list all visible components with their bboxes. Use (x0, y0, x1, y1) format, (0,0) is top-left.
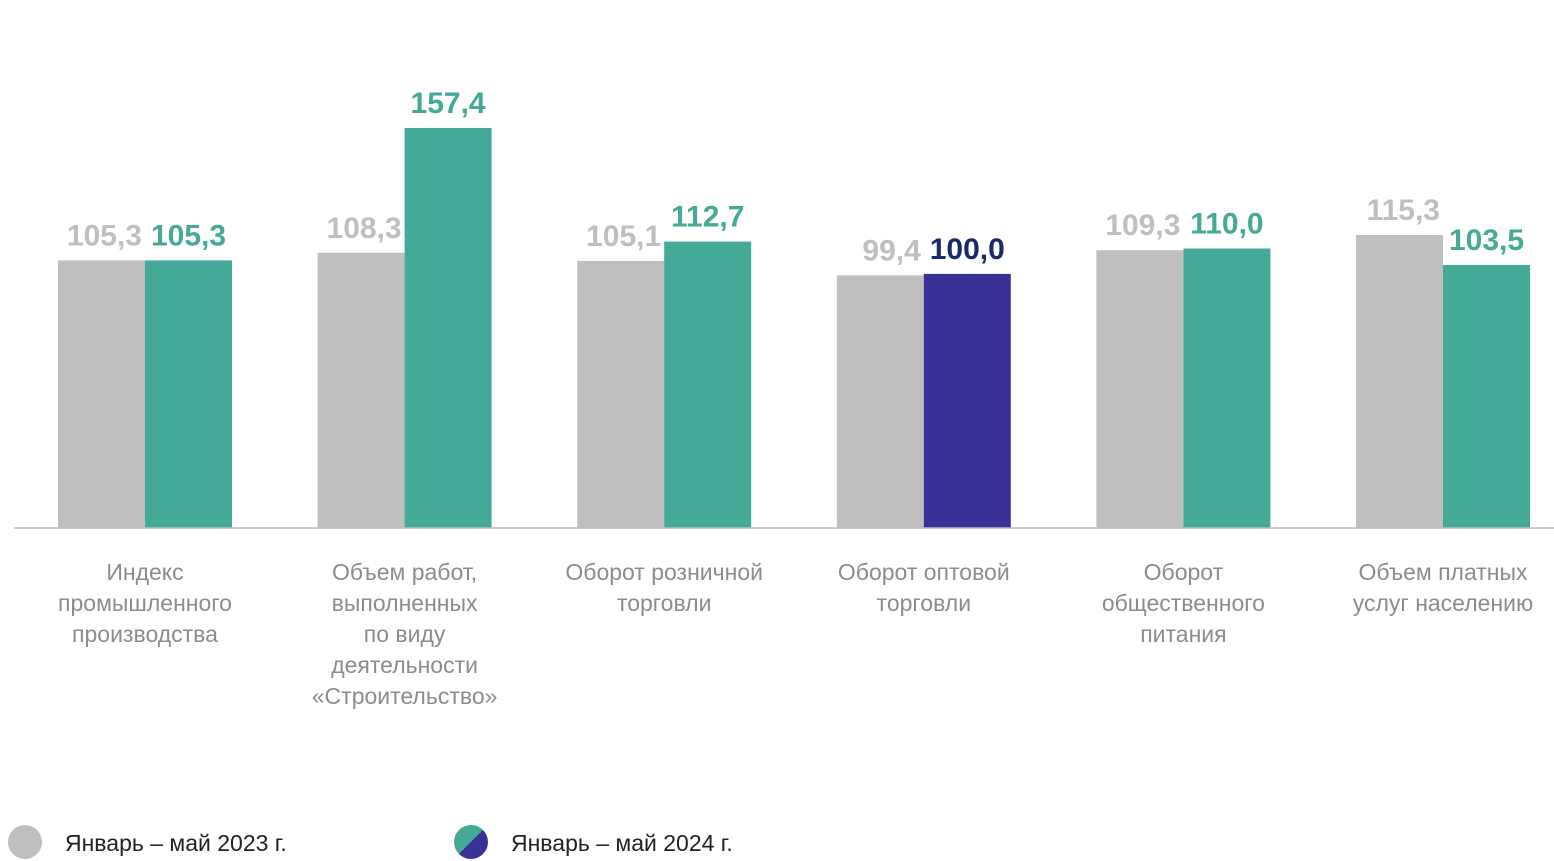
bar-chart: 105,3 105,3 108,3 157,4 105,1 112,7 99,4 100,0 1… (14, 87, 1554, 529)
category-label-line: Оборот розничной (565, 559, 763, 585)
category-label-line: общественного (1101, 590, 1265, 616)
category-label-line: Индекс (106, 559, 184, 585)
category-label-line: «Строительство» (311, 683, 498, 709)
category-label-line: питания (1140, 621, 1227, 647)
legend-label-2024: Январь – май 2024 г. (511, 830, 733, 856)
legend: Январь – май 2023 г. Январь – май 2024 г… (8, 822, 908, 861)
value-label-2024-3: 100,0 (930, 233, 1005, 266)
value-label-2024-0: 105,3 (151, 219, 226, 252)
category-label-line: по виду (363, 621, 446, 647)
category-label-line: производства (72, 621, 218, 647)
category-label-line: выполненных (331, 590, 478, 616)
bar-2024-5 (1443, 265, 1530, 528)
bar-2023-2 (577, 260, 665, 528)
value-label-2023-2: 105,1 (586, 220, 661, 253)
bar-2024-4 (1183, 248, 1271, 528)
bar-2024-0 (145, 260, 232, 528)
legend-label-2023: Январь – май 2023 г. (65, 830, 287, 856)
value-label-2024-2: 112,7 (671, 201, 744, 234)
bar-2023-0 (58, 260, 145, 528)
category-label-0: Индекс промышленного производства (20, 557, 270, 650)
category-label-line: Объем платных (1358, 559, 1528, 585)
category-label-line: услуг населению (1352, 590, 1534, 616)
legend-swatch-2024-icon (454, 825, 488, 859)
category-label-line: Оборот (1143, 559, 1224, 585)
bar-2023-4 (1096, 250, 1184, 528)
bar-2024-1 (404, 128, 492, 528)
value-labels-group: 105,3 105,3 108,3 157,4 105,1 112,7 99,4 100,0 1… (67, 87, 1524, 267)
value-label-2023-3: 99,4 (862, 234, 921, 267)
category-label-line: торговли (876, 590, 972, 616)
value-label-2023-4: 109,3 (1105, 209, 1180, 242)
category-label-line: деятельности (331, 652, 478, 678)
category-label-line: Объем работ, (332, 559, 478, 585)
category-label-5: Объем платных услуг населению (1318, 557, 1554, 619)
bar-2023-3 (836, 275, 924, 528)
value-label-2024-5: 103,5 (1449, 224, 1524, 257)
value-label-2023-1: 108,3 (327, 212, 402, 245)
category-label-line: торговли (616, 590, 712, 616)
bar-2023-1 (317, 252, 405, 529)
value-label-2024-1: 157,4 (411, 87, 486, 120)
category-label-3: Оборот оптовой торговли (799, 557, 1049, 619)
value-label-2023-5: 115,3 (1367, 194, 1440, 227)
category-label-1: Объем работ, выполненных по виду деятельнос… (280, 557, 530, 712)
bars-group (58, 128, 1530, 529)
bar-2023-5 (1356, 235, 1443, 528)
bar-2024-3 (923, 273, 1011, 528)
category-label-4: Оборот общественного питания (1058, 557, 1308, 650)
value-label-2024-4: 110,0 (1190, 208, 1263, 241)
category-label-2: Оборот розничной торговли (539, 557, 789, 619)
bar-2024-2 (664, 241, 752, 528)
legend-swatch-2023-icon (8, 825, 42, 859)
category-label-line: Оборот оптовой (837, 559, 1010, 585)
category-label-line: промышленного (58, 590, 232, 616)
value-label-2023-0: 105,3 (67, 219, 142, 252)
